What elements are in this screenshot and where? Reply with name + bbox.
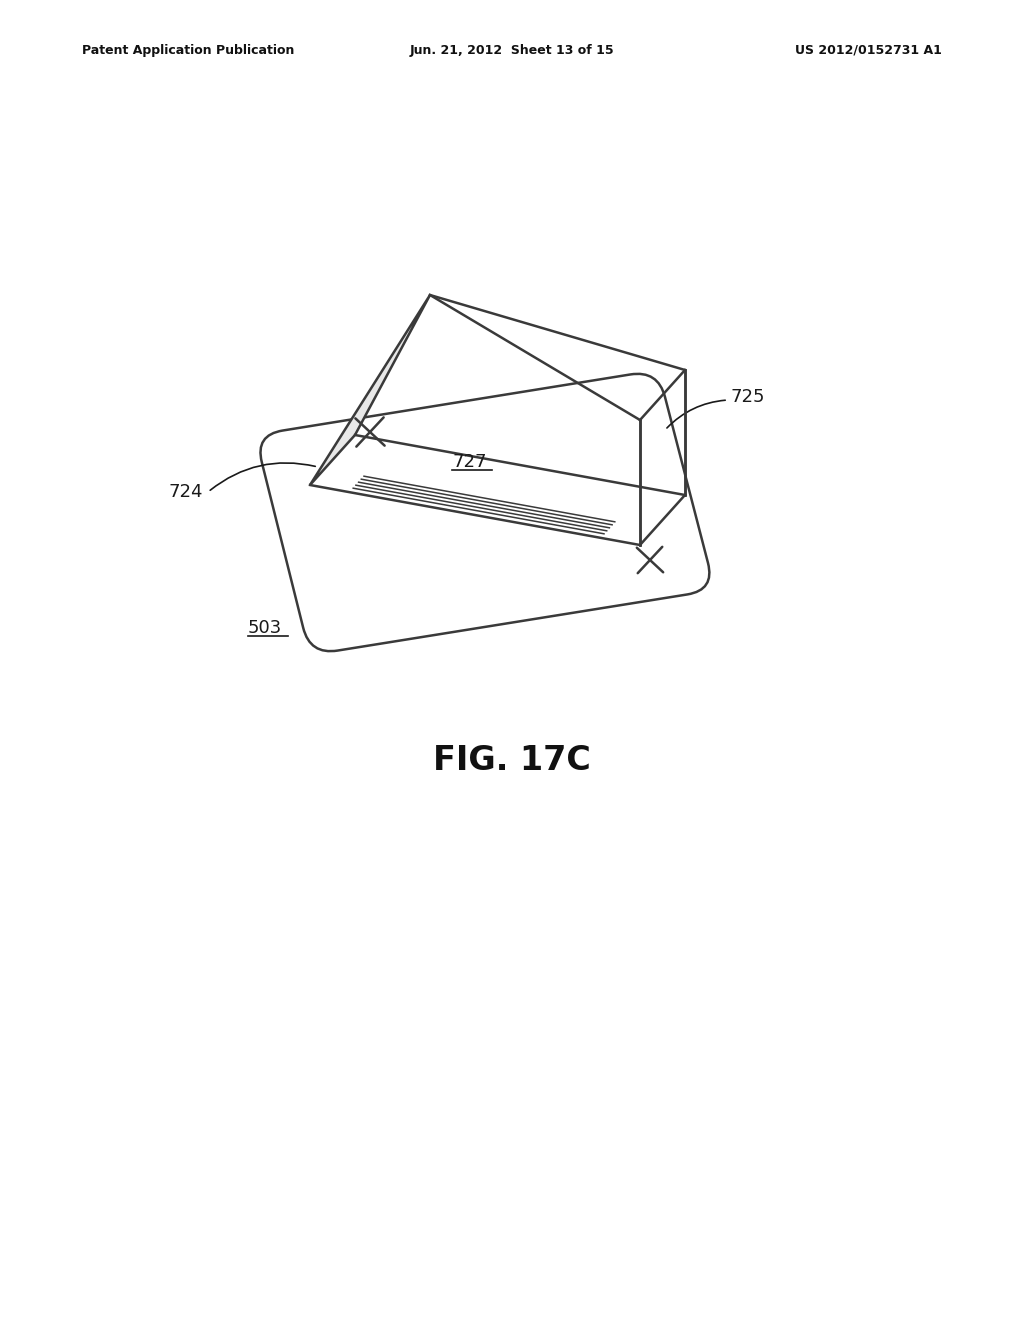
- Text: US 2012/0152731 A1: US 2012/0152731 A1: [796, 44, 942, 57]
- PathPatch shape: [260, 374, 710, 651]
- Text: 725: 725: [730, 388, 765, 407]
- Text: Jun. 21, 2012  Sheet 13 of 15: Jun. 21, 2012 Sheet 13 of 15: [410, 44, 614, 57]
- Text: FIG. 17C: FIG. 17C: [433, 743, 591, 776]
- Text: 503: 503: [248, 619, 283, 638]
- Polygon shape: [310, 294, 430, 484]
- Text: Patent Application Publication: Patent Application Publication: [82, 44, 294, 57]
- Text: 727: 727: [452, 453, 486, 471]
- Text: 724: 724: [168, 483, 203, 502]
